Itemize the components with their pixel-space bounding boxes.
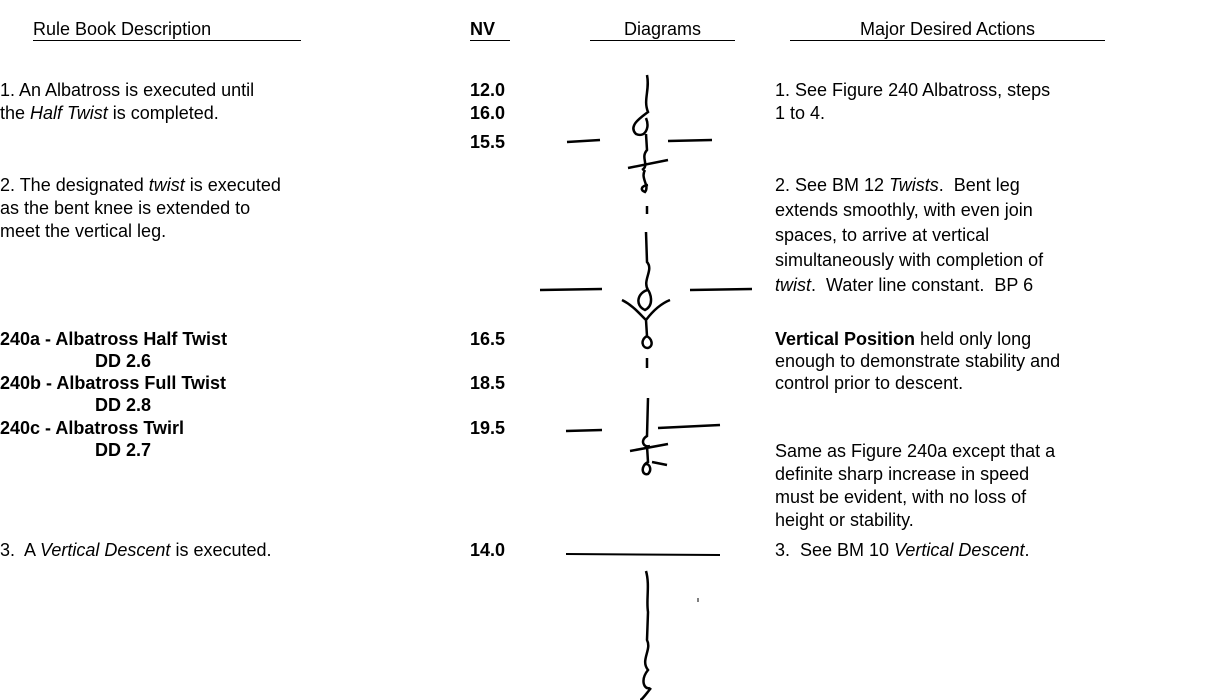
figure-dd: DD 2.6 (95, 350, 151, 372)
text: 240c - Albatross Twirl (0, 418, 185, 438)
action-line: 1 to 4. (775, 102, 825, 124)
rule-line: meet the vertical leg. (0, 220, 166, 242)
header-rule: Rule Book Description (33, 18, 301, 41)
text: 2. See BM 12 (775, 175, 890, 195)
figure-title: 240a - Albatross Half Twist (0, 328, 227, 350)
diagram-full-twist (565, 397, 721, 476)
text: twist (775, 275, 811, 295)
rule-line: 1. An Albatross is executed until (0, 79, 254, 101)
text: held only long (915, 329, 1032, 349)
action-line: enough to demonstrate stability and (775, 350, 1060, 372)
action-line: 3. See BM 10 Vertical Descent. (775, 539, 1029, 561)
text: 2. The designated (0, 175, 149, 195)
text: Vertical Position (775, 329, 916, 349)
action-line: must be evident, with no loss of (775, 486, 1026, 508)
diagram-descent (565, 553, 721, 700)
rule-line: the Half Twist is completed. (0, 102, 219, 124)
text: 3. A (0, 540, 41, 560)
rule-line: as the bent knee is extended to (0, 197, 250, 219)
header-actions: Major Desired Actions (790, 18, 1105, 41)
text: 1. See Figure 240 Albatross, steps (775, 80, 1051, 100)
nv-value: 12.0 (470, 80, 506, 100)
action-line: control prior to descent. (775, 372, 963, 394)
action-line: spaces, to arrive at vertical (775, 224, 989, 246)
action-line: height or stability. (775, 509, 914, 531)
nv-value: 19.5 (470, 418, 506, 438)
text: spaces, to arrive at vertical (775, 225, 990, 245)
text: Vertical Descent (40, 540, 171, 560)
text: extends smoothly, with even join (775, 200, 1033, 220)
text: 1. An Albatross is executed until (0, 80, 255, 100)
text: DD 2.7 (95, 440, 152, 460)
nv-value: 16.5 (470, 329, 506, 349)
text: twist (148, 175, 185, 195)
text: as the bent knee is extended to (0, 198, 251, 218)
text: 240b - Albatross Full Twist (0, 373, 227, 393)
text: height or stability. (775, 510, 914, 530)
text: DD 2.8 (95, 395, 152, 415)
action-line: simultaneously with completion of (775, 249, 1043, 271)
diagram-albatross (566, 74, 713, 214)
figure-dd: DD 2.8 (95, 394, 151, 416)
text: 1 to 4. (775, 103, 826, 123)
text: . Water line constant. BP 6 (811, 275, 1034, 295)
action-line: 2. See BM 12 Twists. Bent leg (775, 174, 1020, 196)
text: control prior to descent. (775, 373, 964, 393)
rule-line: 3. A Vertical Descent is executed. (0, 539, 272, 561)
action-line: Same as Figure 240a except that a (775, 440, 1055, 462)
text: 3. See BM 10 (775, 540, 895, 560)
text: Vertical Descent (894, 540, 1025, 560)
text: DD 2.6 (95, 351, 152, 371)
text: Half Twist (30, 103, 108, 123)
text: must be evident, with no loss of (775, 487, 1027, 507)
figure-title: 240c - Albatross Twirl (0, 417, 184, 439)
text: definite sharp increase in speed (775, 464, 1030, 484)
text: is executed. (170, 540, 272, 560)
text: simultaneously with completion of (775, 250, 1044, 270)
figure-title: 240b - Albatross Full Twist (0, 372, 226, 394)
text: enough to demonstrate stability and (775, 351, 1061, 371)
rule-line: 2. The designated twist is executed (0, 174, 281, 196)
action-line: 1. See Figure 240 Albatross, steps (775, 79, 1050, 101)
text: meet the vertical leg. (0, 221, 167, 241)
text: Same as Figure 240a except that a (775, 441, 1056, 461)
diagram-half-twist (539, 231, 753, 368)
text: is executed (184, 175, 281, 195)
action-line: extends smoothly, with even join (775, 199, 1033, 221)
action-line: definite sharp increase in speed (775, 463, 1029, 485)
text: 240a - Albatross Half Twist (0, 329, 228, 349)
nv-value: 14.0 (470, 540, 506, 560)
action-line: Vertical Position held only long (775, 328, 1031, 350)
text: Twists (889, 175, 939, 195)
header-nv: NV (470, 18, 510, 41)
nv-value: 18.5 (470, 373, 506, 393)
nv-value: 16.0 (470, 103, 506, 123)
nv-value: 15.5 (470, 132, 506, 152)
text: . Bent leg (938, 175, 1020, 195)
action-line: twist. Water line constant. BP 6 (775, 274, 1033, 296)
text: is completed. (107, 103, 219, 123)
header-diagrams: Diagrams (590, 18, 735, 41)
text: the (0, 103, 31, 123)
figure-dd: DD 2.7 (95, 439, 151, 461)
text: . (1024, 540, 1030, 560)
